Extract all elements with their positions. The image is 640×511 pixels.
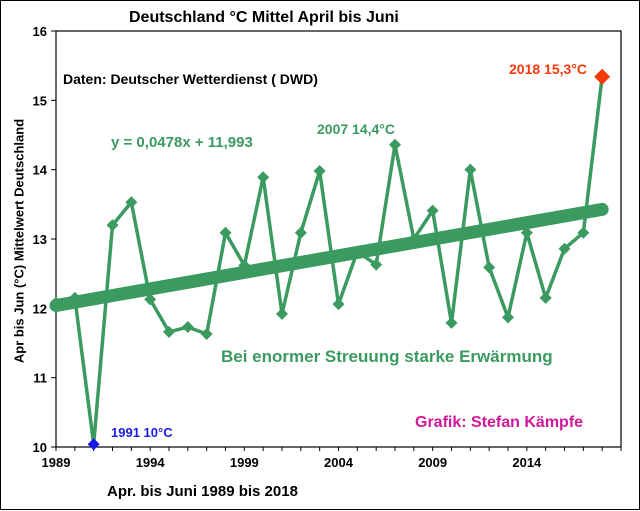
chart-note: Bei enormer Streuung starke Erwärmung	[221, 347, 553, 366]
plot-frame	[55, 30, 622, 448]
annotation-min: 1991 10°C	[111, 425, 173, 440]
data-point	[558, 242, 571, 255]
data-point	[106, 219, 119, 232]
x-tick-label: 1989	[42, 455, 71, 470]
chart-credit: Grafik: Stefan Kämpfe	[415, 414, 584, 431]
annotation-2007: 2007 14,4°C	[317, 121, 395, 137]
data-point	[68, 291, 81, 304]
data-point	[577, 226, 590, 239]
data-source: Daten: Deutscher Wetterdienst ( DWD)	[63, 71, 318, 87]
x-tick-label: 2014	[512, 455, 542, 470]
data-point	[370, 258, 383, 271]
data-point	[445, 316, 458, 329]
data-point	[483, 261, 496, 274]
data-point	[257, 171, 270, 184]
chart-title: Deutschland °C Mittel April bis Juni	[129, 9, 399, 26]
data-point	[163, 325, 175, 338]
y-tick-label: 10	[33, 440, 47, 455]
y-axis-label: Apr bis Jun (°C) Mittelwert Deutschland	[11, 118, 27, 364]
data-point-max	[594, 68, 611, 85]
x-tick-label: 1994	[136, 455, 166, 470]
x-tick-label: 2009	[418, 455, 447, 470]
data-point	[276, 307, 288, 320]
x-tick-label: 1999	[230, 455, 259, 470]
data-point	[181, 321, 194, 334]
data-point	[407, 233, 420, 245]
y-tick-label: 11	[33, 371, 47, 386]
data-point	[389, 138, 401, 151]
data-point	[144, 293, 157, 306]
data-point	[313, 165, 326, 178]
x-tick-label: 2004	[324, 455, 354, 470]
y-tick-label: 16	[33, 24, 47, 39]
data-point	[200, 327, 213, 340]
data-point	[294, 226, 307, 239]
data-point	[351, 245, 364, 258]
data-point	[238, 259, 251, 272]
data-point-min	[87, 438, 100, 451]
y-tick-label: 15	[33, 93, 47, 108]
x-axis-label: Apr. bis Juni 1989 bis 2018	[107, 483, 298, 500]
series-line	[55, 76, 604, 445]
data-point	[502, 311, 514, 324]
y-tick-label: 14	[33, 163, 48, 178]
data-point	[332, 298, 345, 311]
data-point	[219, 226, 232, 239]
data-point	[464, 163, 477, 176]
data-point	[539, 291, 552, 304]
trendline-equation: y = 0,0478x + 11,993	[111, 134, 253, 151]
data-point	[426, 204, 439, 217]
data-point	[520, 226, 533, 239]
data-point	[50, 296, 62, 309]
y-tick-label: 13	[33, 232, 47, 247]
annotation-max: 2018 15,3°C	[509, 61, 587, 77]
y-tick-label: 12	[33, 301, 47, 316]
